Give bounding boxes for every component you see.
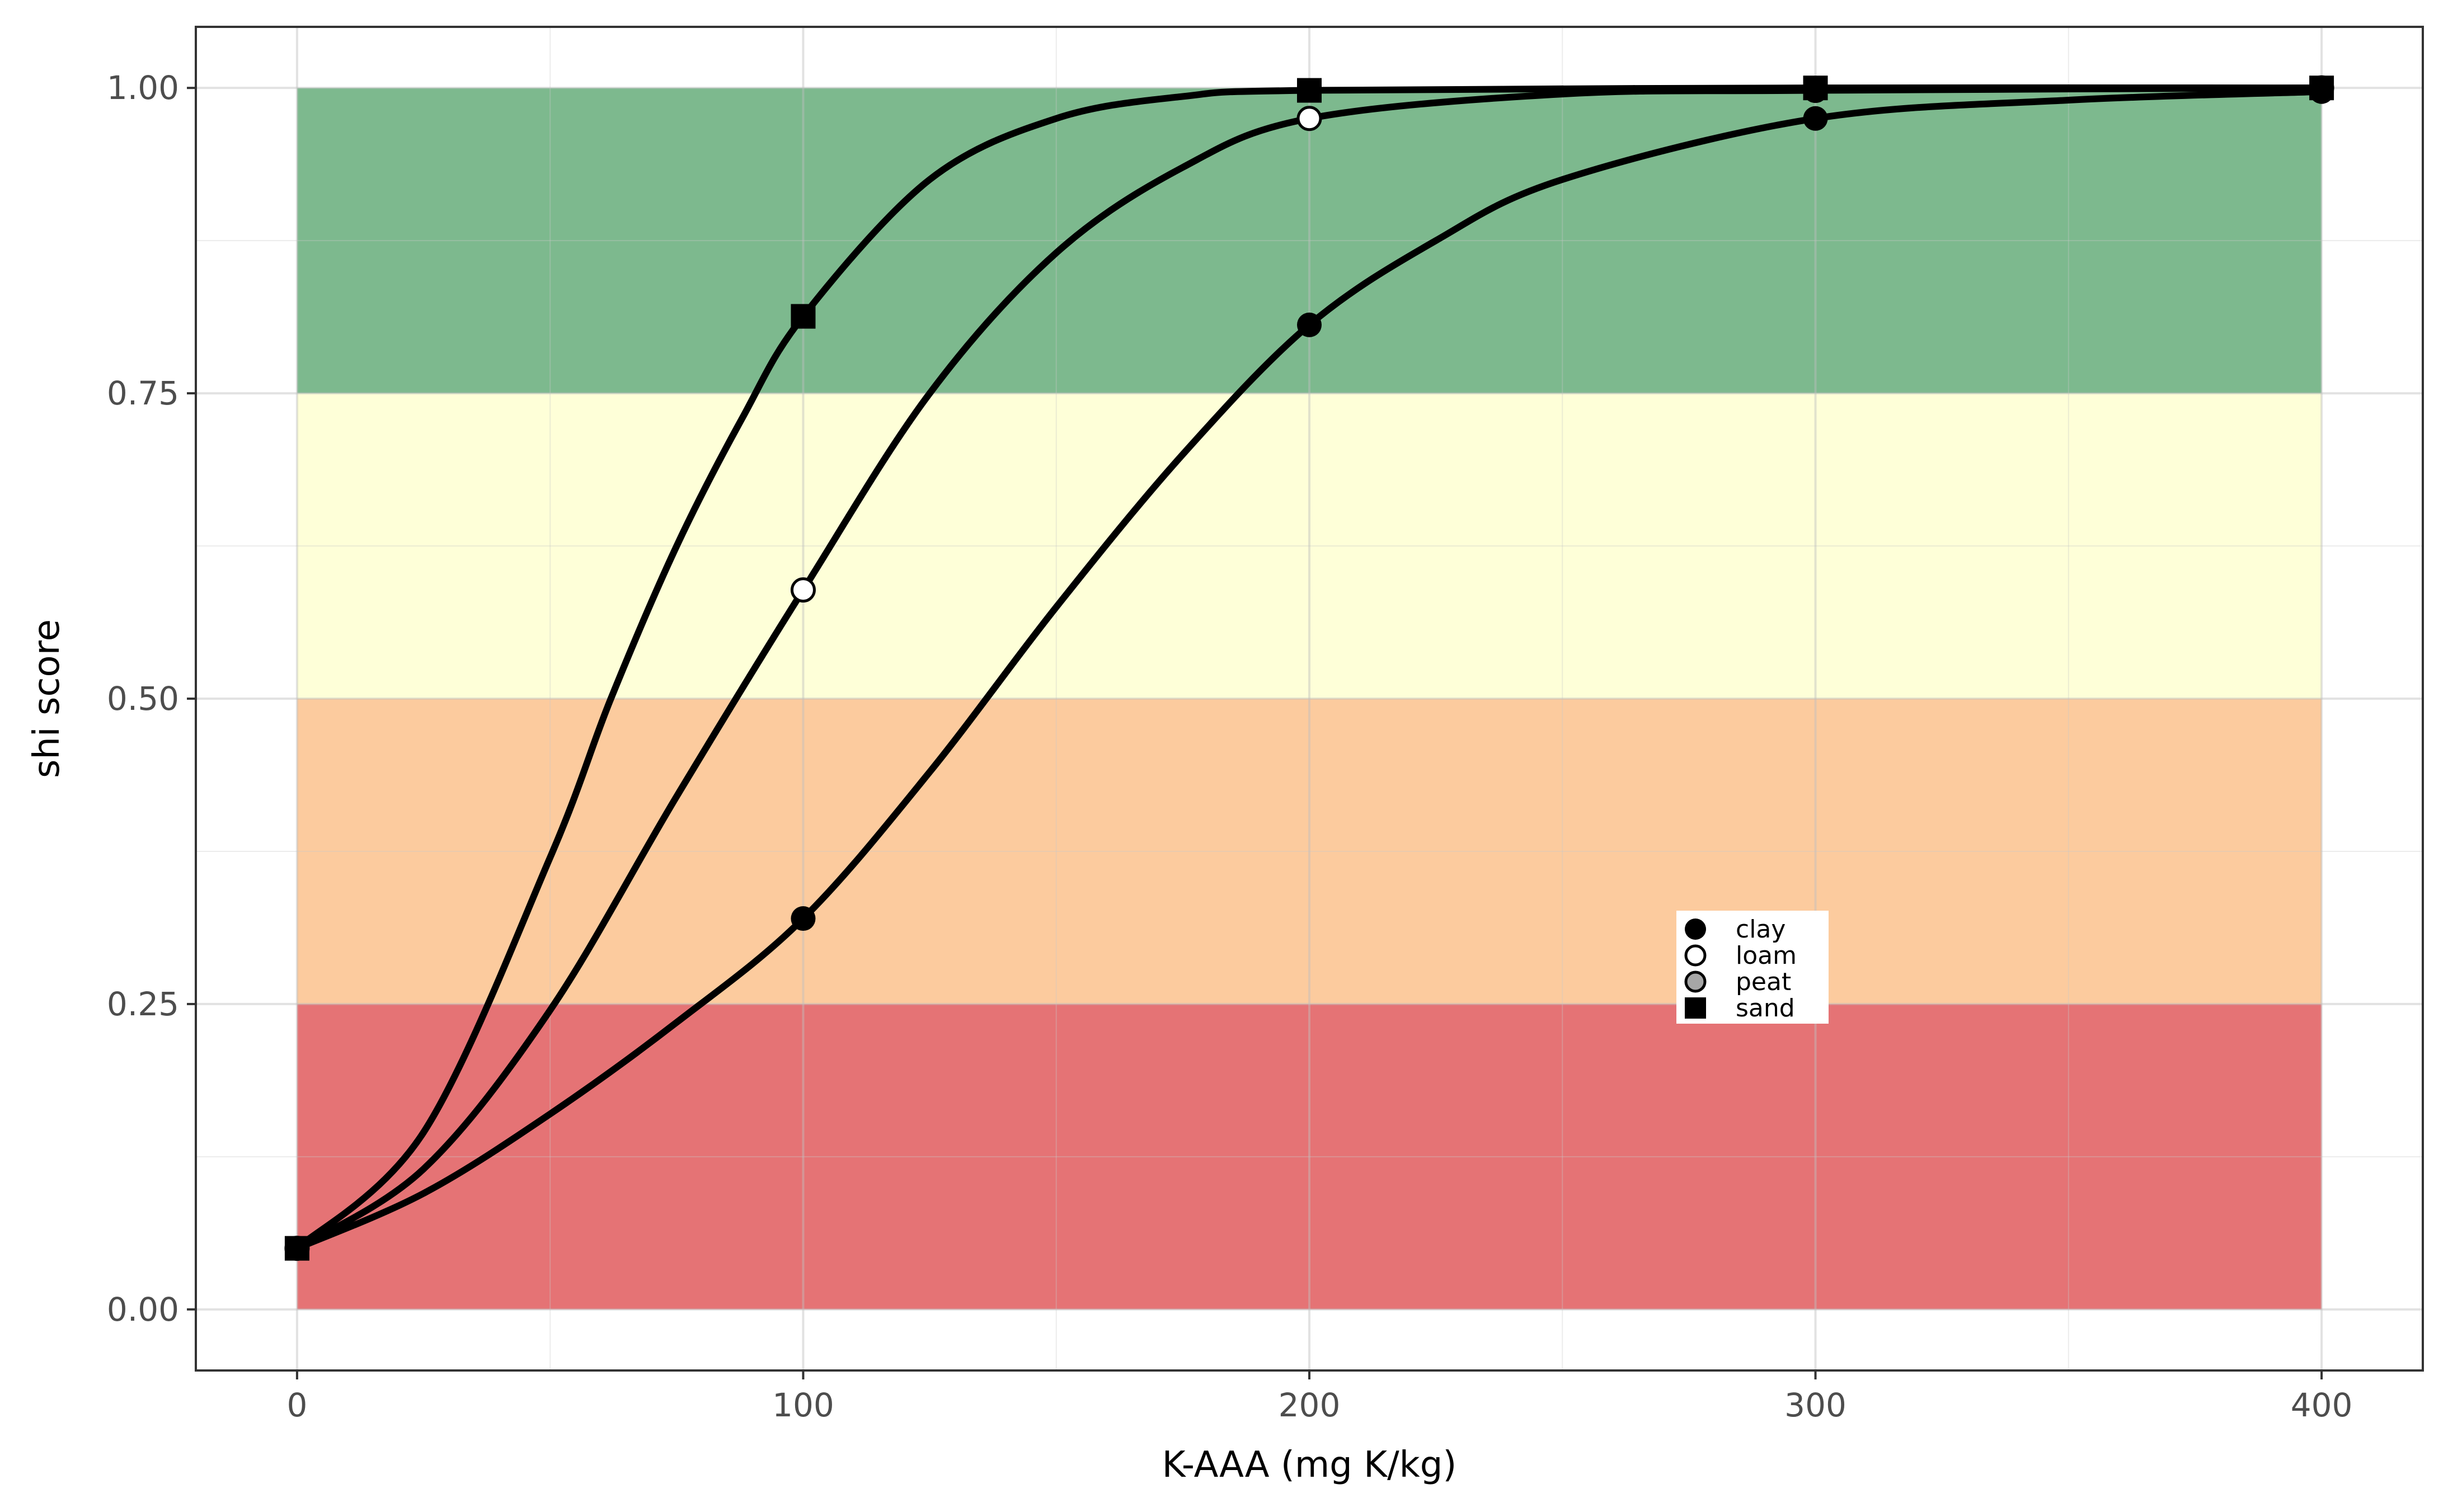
- point-loam: [1296, 106, 1322, 131]
- curve-clay: [293, 88, 2325, 1252]
- band-1: [297, 699, 2322, 1004]
- y-tick-label: 0.00: [107, 1290, 179, 1329]
- y-tick-label: 1.00: [107, 69, 179, 107]
- legend-key-peat: [1684, 971, 1707, 993]
- point-sand: [1297, 78, 1322, 103]
- legend-label-peat: peat: [1736, 968, 1791, 996]
- point-clay: [1297, 312, 1322, 337]
- x-tick-label: 300: [1784, 1386, 1846, 1424]
- point-clay: [791, 906, 816, 931]
- curve-sand: [293, 84, 2325, 1252]
- points-layer: [284, 75, 2334, 1261]
- x-tick-label: 400: [2291, 1386, 2353, 1424]
- legend-label-sand: sand: [1736, 994, 1795, 1023]
- point-sand: [2309, 76, 2334, 101]
- grid-layer: [196, 27, 2423, 1370]
- y-tick-label: 0.50: [107, 680, 179, 718]
- y-axis-title: shi score: [26, 619, 68, 778]
- x-tick-label: 200: [1279, 1386, 1341, 1424]
- point-sand: [284, 1236, 309, 1261]
- point-sand: [1803, 76, 1828, 101]
- legend-key-clay: [1685, 918, 1706, 940]
- x-axis-title: K-AAA (mg K/kg): [1162, 1444, 1457, 1486]
- legend-label-clay: clay: [1736, 915, 1786, 944]
- legend-key-loam: [1684, 944, 1707, 967]
- x-tick-label: 100: [772, 1386, 834, 1424]
- curves-layer: [293, 84, 2325, 1252]
- ticks-layer: 0 100 200 300 400 0.00 0.25 0.50 0.75 1.00: [107, 69, 2353, 1424]
- x-tick-label: 0: [286, 1386, 307, 1424]
- bands-layer: [297, 88, 2322, 1310]
- point-sand: [791, 304, 816, 329]
- point-loam: [790, 577, 816, 603]
- y-tick-label: 0.75: [107, 374, 179, 412]
- point-clay: [1803, 106, 1828, 131]
- y-tick-label: 0.25: [107, 985, 179, 1023]
- legend-key-sand: [1685, 997, 1706, 1019]
- band-3: [297, 88, 2322, 394]
- legend-label-loam: loam: [1736, 941, 1797, 970]
